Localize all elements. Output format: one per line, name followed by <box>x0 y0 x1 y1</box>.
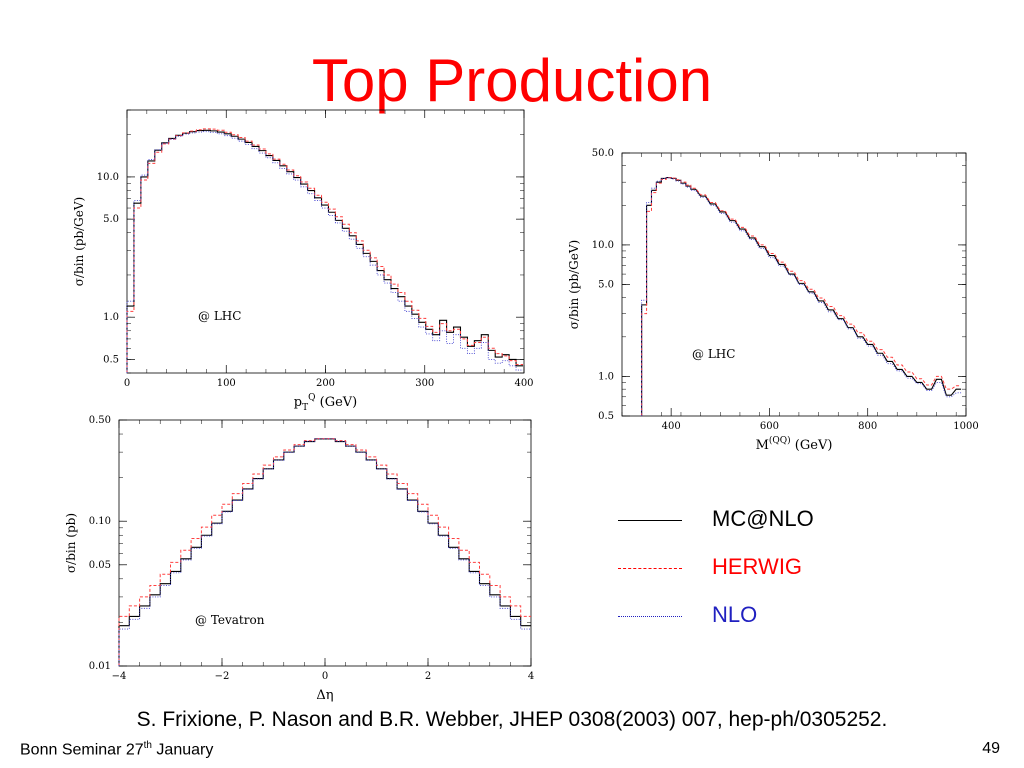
footer-month: January <box>151 741 214 759</box>
xlabel-main: M <box>756 438 769 453</box>
series-nlo-mass <box>641 177 962 416</box>
legend-swatch-herwig <box>618 568 682 569</box>
ytick-label-mass: 5.0 <box>598 280 614 291</box>
ytick-label-deta: 0.05 <box>89 560 111 571</box>
ytick-label-mass: 10.0 <box>592 240 614 251</box>
xlabel-unit: (GeV) <box>791 438 833 453</box>
series-herwig-mass <box>641 177 962 416</box>
xlabel-mass: M(QQ) (GeV) <box>756 435 833 453</box>
xtick-label-mass: 800 <box>858 421 877 432</box>
legend-swatch-nlo <box>618 616 682 617</box>
xtick-label-mass: 600 <box>760 421 779 432</box>
ytick-label-pt: 1.0 <box>103 312 119 323</box>
annotation-mass: @ LHC <box>692 347 735 361</box>
xtick-label-mass: 1000 <box>953 421 978 432</box>
xtick-label-deta: −4 <box>112 671 127 682</box>
xtick-label-deta: 2 <box>425 671 431 682</box>
chart-pt-lhc: 0 100 200 300 400 0.5 1.0 5.0 10.0 @ LHC pTQ (GeV)… <box>72 109 534 413</box>
xtick-label-deta: −2 <box>215 671 230 682</box>
chart-deta-tevatron: −4 −2 0 2 4 0.01 0.05 0.10 0.50 @ Tevatron Δη σ/bin… <box>64 415 534 703</box>
legend-swatch-mcnlo <box>618 520 682 521</box>
xlabel-sub: T <box>302 403 308 413</box>
series-mcnlo-mass <box>641 177 962 416</box>
citation: S. Frixione, P. Nason and B.R. Webber, J… <box>136 708 888 731</box>
ytick-label-mass: 1.0 <box>598 371 614 382</box>
xlabel-main: p <box>294 395 302 410</box>
legend-label-herwig: HERWIG <box>712 554 803 579</box>
series-herwig-pt <box>126 128 524 373</box>
chart-mass-lhc: 400 600 800 1000 0.5 1.0 5.0 10.0 50.0 @ LHC M(QQ)… <box>567 148 979 453</box>
legend-item-mcnlo: MC@NLO <box>612 500 872 540</box>
annotation-deta: @ Tevatron <box>195 613 265 627</box>
page-number: 49 <box>982 740 1000 757</box>
xtick-label-mass: 400 <box>662 421 681 432</box>
series-nlo-deta <box>118 438 531 666</box>
ytick-label-mass: 0.5 <box>598 411 614 422</box>
legend-label-nlo: NLO <box>712 602 758 627</box>
ytick-label-deta: 0.10 <box>89 516 111 527</box>
ytick-label-pt: 10.0 <box>97 172 119 183</box>
xtick-label-pt: 0 <box>124 378 130 389</box>
plot-frame-pt <box>126 109 525 374</box>
legend: MC@NLO HERWIG NLO <box>612 500 872 640</box>
series-herwig-deta <box>118 438 531 666</box>
plot-frame-deta <box>118 419 532 667</box>
ytick-label-pt: 5.0 <box>103 214 119 225</box>
ylabel-mass: σ/bin (pb/GeV) <box>567 240 581 329</box>
xlabel-sup: Q <box>308 393 315 403</box>
legend-item-nlo: NLO <box>612 596 872 636</box>
ytick-label-deta: 0.50 <box>89 415 111 426</box>
xlabel-pt: pTQ (GeV) <box>294 393 357 413</box>
xtick-label-pt: 300 <box>415 378 434 389</box>
slide-title: Top Production <box>311 47 713 114</box>
ytick-label-pt: 0.5 <box>103 354 119 365</box>
legend-item-herwig: HERWIG <box>612 548 872 588</box>
series-nlo-pt <box>126 131 524 373</box>
footer-superscript: th <box>143 740 152 751</box>
xtick-label-pt: 200 <box>316 378 335 389</box>
series-mcnlo-pt <box>126 129 524 373</box>
footer-left: Bonn Seminar 27th January <box>20 740 213 759</box>
ytick-label-deta: 0.01 <box>89 661 111 672</box>
xlabel-unit: (GeV) <box>315 395 357 410</box>
xtick-label-deta: 4 <box>528 671 534 682</box>
annotation-pt: @ LHC <box>198 309 241 323</box>
xtick-label-deta: 0 <box>322 671 328 682</box>
ylabel-deta: σ/bin (pb) <box>64 513 78 573</box>
footer-event: Bonn Seminar 27 <box>20 741 144 759</box>
ytick-label-mass: 50.0 <box>592 148 614 159</box>
plot-frame-mass <box>621 152 967 417</box>
xtick-label-pt: 100 <box>217 378 236 389</box>
xtick-label-pt: 400 <box>514 378 533 389</box>
ylabel-pt: σ/bin (pb/GeV) <box>72 197 86 286</box>
xlabel-sup: (QQ) <box>769 435 791 446</box>
xlabel-deta: Δη <box>316 688 333 703</box>
legend-label-mcnlo: MC@NLO <box>712 506 814 531</box>
